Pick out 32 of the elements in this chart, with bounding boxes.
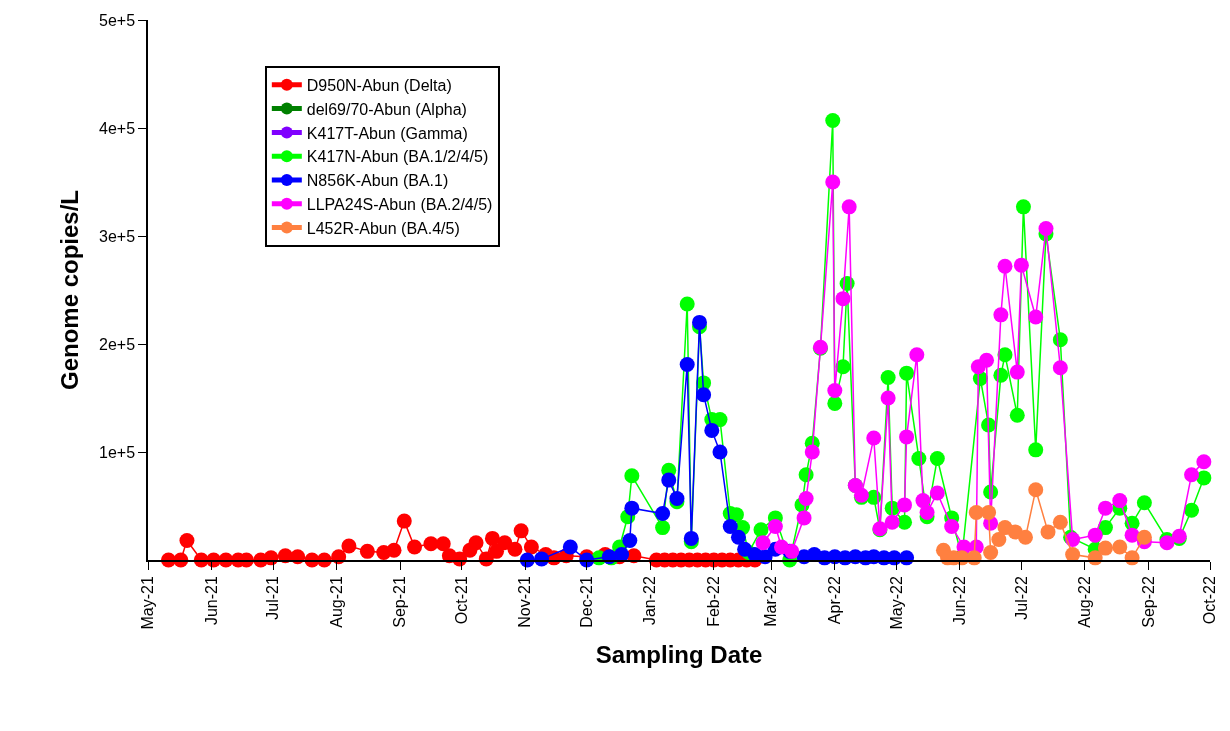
- y-axis-title: Genome copies/L: [55, 189, 83, 391]
- legend-label: L452R-Abun (BA.4/5): [306, 219, 460, 237]
- legend-label: N856K-Abun (BA.1): [306, 172, 449, 190]
- x-tick-label: Dec-21: [577, 576, 595, 628]
- x-tick-label: May-22: [887, 576, 905, 630]
- legend-label: D950N-Abun (Delta): [306, 77, 452, 95]
- x-tick-label: Nov-21: [516, 576, 534, 628]
- x-tick-label: Sep-22: [1139, 576, 1157, 628]
- x-tick-label: Oct-22: [1201, 576, 1219, 625]
- x-tick-label: Oct-21: [452, 576, 470, 625]
- x-tick-label: Jun-22: [951, 576, 969, 626]
- y-tick-label: 5e+5: [99, 11, 136, 29]
- y-tick-label: 1e+5: [99, 443, 136, 461]
- x-tick-label: Aug-21: [327, 576, 345, 628]
- y-tick-label: 2e+5: [99, 335, 136, 353]
- x-tick-label: Sep-21: [391, 576, 409, 628]
- x-tick-label: Apr-22: [826, 576, 844, 625]
- x-tick-label: Jan-22: [641, 576, 659, 626]
- legend-label: K417N-Abun (BA.1/2/4/5): [306, 148, 489, 166]
- x-tick-label: Jul-21: [264, 576, 282, 620]
- legend-label: K417T-Abun (Gamma): [306, 124, 468, 142]
- x-tick-label: May-21: [139, 576, 157, 630]
- y-tick-label: 3e+5: [99, 227, 136, 245]
- x-tick-label: Feb-22: [705, 576, 723, 627]
- x-tick-label: Jul-22: [1012, 576, 1030, 620]
- x-tick-label: Jun-21: [202, 576, 220, 626]
- x-tick-label: Aug-22: [1076, 576, 1094, 628]
- y-tick-label: 4e+5: [99, 119, 136, 137]
- legend-label: del69/70-Abun (Alpha): [306, 100, 467, 118]
- x-axis-title: Sampling Date: [595, 641, 763, 669]
- x-tick-label: Mar-22: [762, 576, 780, 627]
- legend-label: LLPA24S-Abun (BA.2/4/5): [306, 196, 493, 214]
